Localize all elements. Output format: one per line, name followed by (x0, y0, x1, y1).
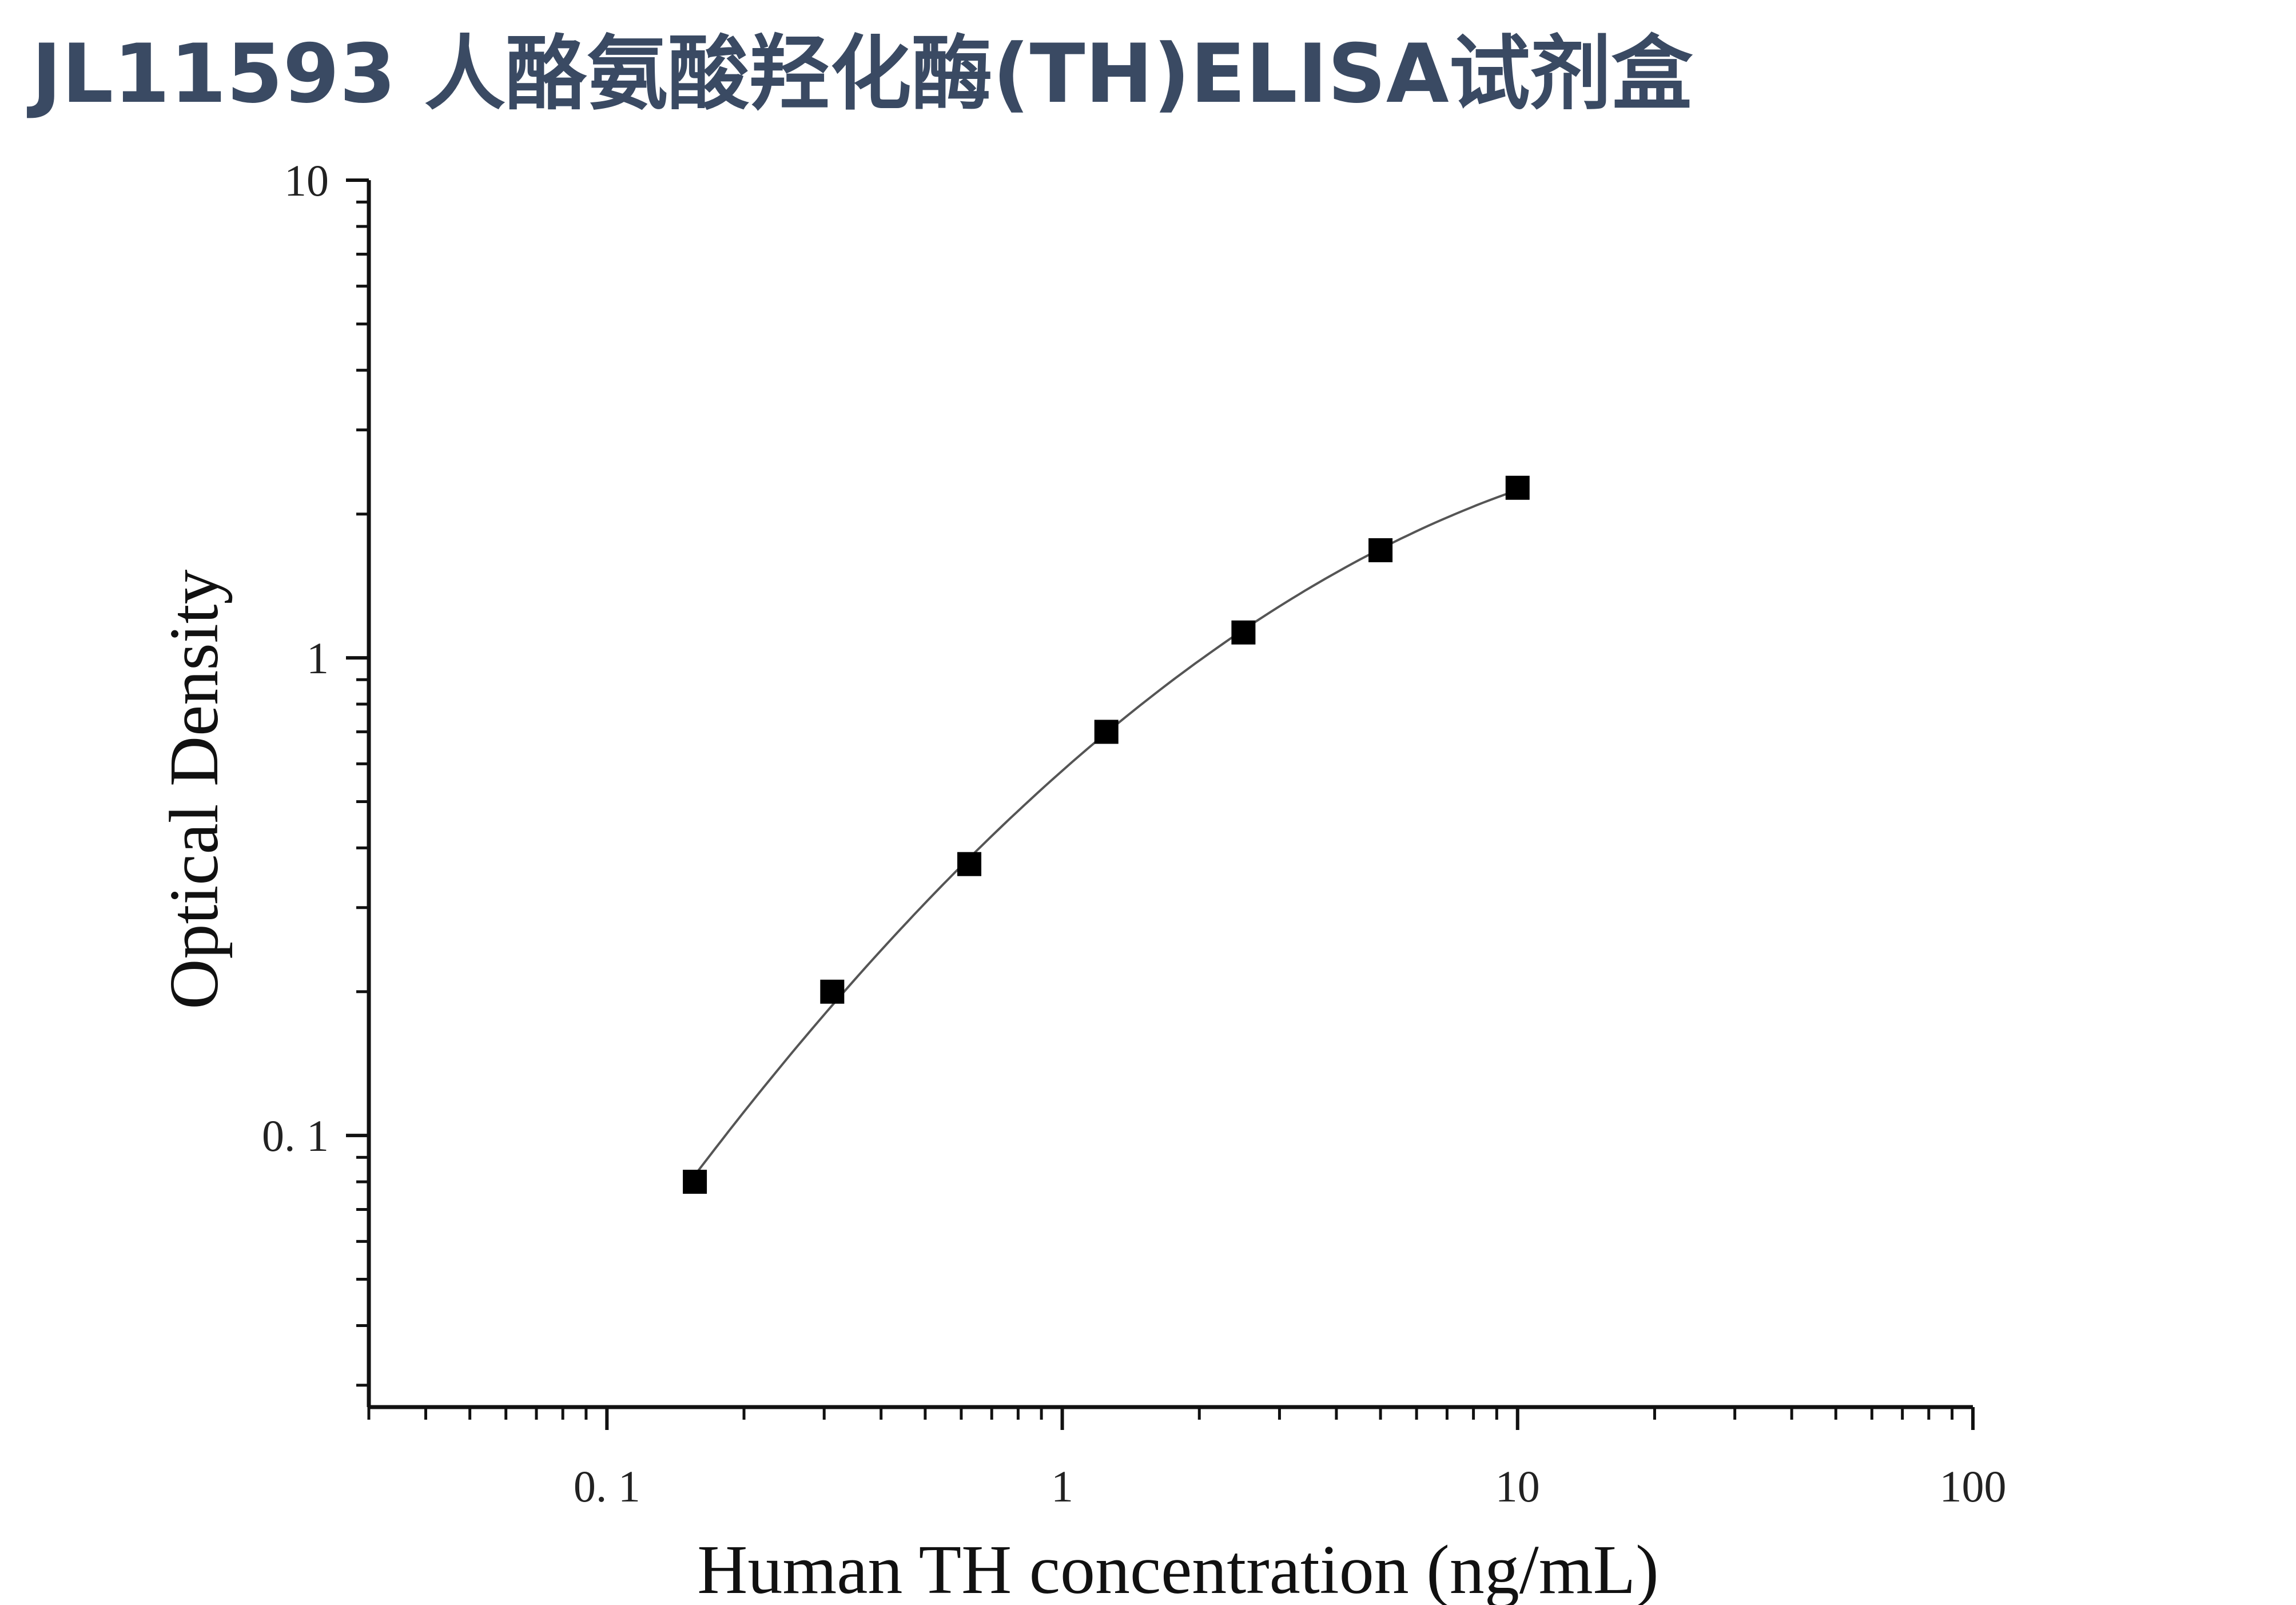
y-tick-label: 1 (307, 633, 329, 683)
data-point-marker (1231, 620, 1256, 645)
data-point-marker (957, 852, 982, 876)
data-point-marker (683, 1170, 707, 1194)
y-axis-title: Optical Density (156, 569, 233, 1009)
chart-axes (367, 180, 1973, 1409)
chart-fit-curve (694, 488, 1518, 1176)
x-tick-label: 0. 1 (574, 1461, 640, 1511)
x-tick-label: 100 (1940, 1461, 2007, 1511)
data-point-marker (1368, 538, 1393, 562)
chart-ticks: 0. 1 1 10 100 0. 1 1 10 (262, 156, 2007, 1511)
y-tick-label: 0. 1 (262, 1111, 329, 1161)
fit-curve-line (694, 488, 1518, 1176)
data-point-marker (820, 979, 845, 1004)
data-point-marker (1505, 475, 1530, 500)
data-point-marker (1094, 720, 1119, 744)
y-tick-label: 10 (284, 156, 329, 205)
x-tick-label: 1 (1051, 1461, 1073, 1511)
x-axis-title: Human TH concentration (ng/mL) (697, 1531, 1659, 1605)
x-tick-label: 10 (1495, 1461, 1540, 1511)
chart-data-points (683, 475, 1530, 1194)
page-title: JL11593 人酪氨酸羟化酶(TH)ELISA试剂盒 (31, 27, 1693, 121)
